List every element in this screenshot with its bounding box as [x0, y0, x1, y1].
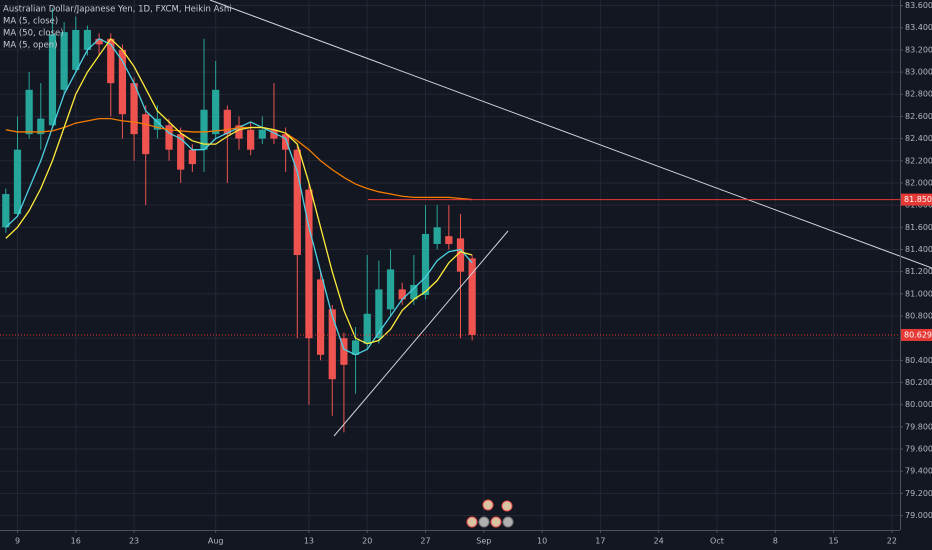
candle-body — [375, 289, 383, 339]
candle-body — [188, 149, 196, 165]
price-label: 80.629 — [904, 330, 932, 339]
x-tick-label: 22 — [887, 537, 897, 546]
legend-entry: MA (50, close) — [3, 29, 64, 39]
candle-body — [25, 89, 33, 135]
candle-body — [235, 125, 243, 139]
plot — [2, 7, 476, 433]
y-tick-label: 82.400 — [905, 134, 932, 143]
price-label: 81.850 — [904, 195, 932, 204]
candle-body — [212, 89, 220, 135]
candle-body — [386, 269, 395, 310]
candle-body — [340, 338, 348, 365]
y-tick-label: 79.400 — [905, 467, 932, 476]
candle-body — [83, 29, 92, 50]
trend-line — [333, 230, 509, 437]
candle-body — [328, 309, 336, 380]
x-tick-label: 23 — [129, 537, 139, 546]
y-tick-label: 79.000 — [905, 511, 932, 520]
y-tick-label: 82.800 — [905, 90, 932, 99]
candle-body — [200, 109, 208, 150]
chart-title: Australian Dollar/Japanese Yen, 1D, FXCM… — [3, 5, 232, 15]
x-tick-label: 20 — [362, 537, 372, 546]
candle-body — [316, 279, 325, 355]
y-tick-label: 83.000 — [905, 68, 932, 77]
candle-body — [363, 313, 371, 344]
trend-line — [209, 0, 932, 269]
candle-body — [282, 134, 290, 150]
y-tick-label: 82.200 — [905, 156, 932, 165]
candle-body — [445, 236, 453, 244]
candle-body — [351, 340, 360, 355]
candle-body — [293, 149, 301, 256]
y-tick-label: 79.800 — [905, 422, 932, 431]
price-label-box — [901, 328, 932, 341]
candle-body — [258, 129, 266, 139]
candle-body — [468, 258, 476, 335]
x-tick-label: 15 — [828, 537, 838, 546]
x-tick-label: 27 — [420, 537, 430, 546]
y-tick-label: 81.400 — [905, 245, 932, 254]
x-tick-label: Oct — [710, 537, 724, 546]
ma-line — [5, 117, 473, 201]
y-tick-label: 83.400 — [905, 23, 932, 32]
candle-body — [433, 227, 441, 244]
grid — [0, 0, 900, 530]
x-tick-label: 8 — [773, 537, 778, 546]
y-tick-label: 83.600 — [905, 1, 932, 10]
candle-body — [153, 118, 161, 130]
y-tick-label: 80.200 — [905, 378, 932, 387]
y-tick-label: 83.200 — [905, 45, 932, 54]
candle-body — [142, 114, 150, 155]
x-tick-label: 24 — [654, 537, 664, 546]
x-tick-label: 17 — [595, 537, 605, 546]
candle-body — [247, 129, 255, 150]
candle-body — [270, 129, 278, 139]
x-tick-label: 16 — [71, 537, 81, 546]
y-tick-label: 79.200 — [905, 489, 932, 498]
y-tick-label: 81.600 — [905, 223, 932, 232]
candle-body — [410, 284, 418, 300]
y-tick-label: 81.000 — [905, 289, 932, 298]
candle-body — [165, 125, 173, 150]
candle-body — [37, 118, 45, 135]
legend-entry: MA (5, open) — [3, 41, 58, 51]
candle-body — [305, 189, 313, 339]
y-tick-label: 80.400 — [905, 356, 932, 365]
candle-body — [177, 134, 185, 170]
candle-body — [48, 34, 57, 126]
y-tick-label: 80.000 — [905, 400, 932, 409]
candle-body — [456, 238, 465, 272]
candle-body — [60, 32, 68, 90]
ma-line — [5, 37, 473, 345]
legend-entry: MA (5, close) — [3, 17, 58, 27]
y-tick-label: 81.200 — [905, 267, 932, 276]
x-tick-label: 10 — [537, 537, 547, 546]
x-tick-label: 13 — [304, 537, 314, 546]
candle-body — [223, 109, 231, 135]
y-tick-label: 82.000 — [905, 178, 932, 187]
y-tick-label: 80.800 — [905, 312, 932, 321]
y-tick-label: 79.600 — [905, 445, 932, 454]
candle-body — [398, 289, 406, 300]
x-tick-label: Aug — [208, 537, 224, 546]
candle-body — [118, 49, 127, 115]
candle-body — [421, 233, 430, 295]
candle-body — [13, 149, 22, 214]
candle-body — [72, 29, 80, 70]
x-tick-label: Sep — [476, 537, 491, 546]
event-icons — [466, 499, 514, 528]
candle-body — [2, 194, 10, 228]
x-tick-label: 9 — [15, 537, 20, 546]
y-tick-label: 82.600 — [905, 112, 932, 121]
candle-body — [107, 38, 115, 84]
candle-body — [130, 83, 138, 135]
candle-body — [95, 38, 103, 45]
price-label-box — [901, 193, 932, 206]
